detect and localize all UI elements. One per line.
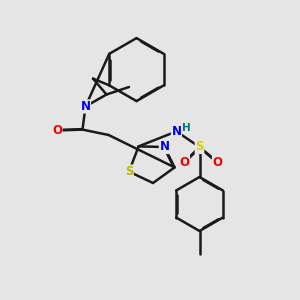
Text: N: N	[80, 100, 91, 113]
Text: N: N	[159, 140, 170, 154]
Text: N: N	[171, 125, 182, 138]
Text: O: O	[179, 155, 190, 169]
Text: S: S	[195, 140, 204, 154]
Text: H: H	[182, 123, 191, 134]
Text: O: O	[52, 124, 62, 137]
Text: S: S	[125, 165, 133, 178]
Text: O: O	[212, 155, 223, 169]
